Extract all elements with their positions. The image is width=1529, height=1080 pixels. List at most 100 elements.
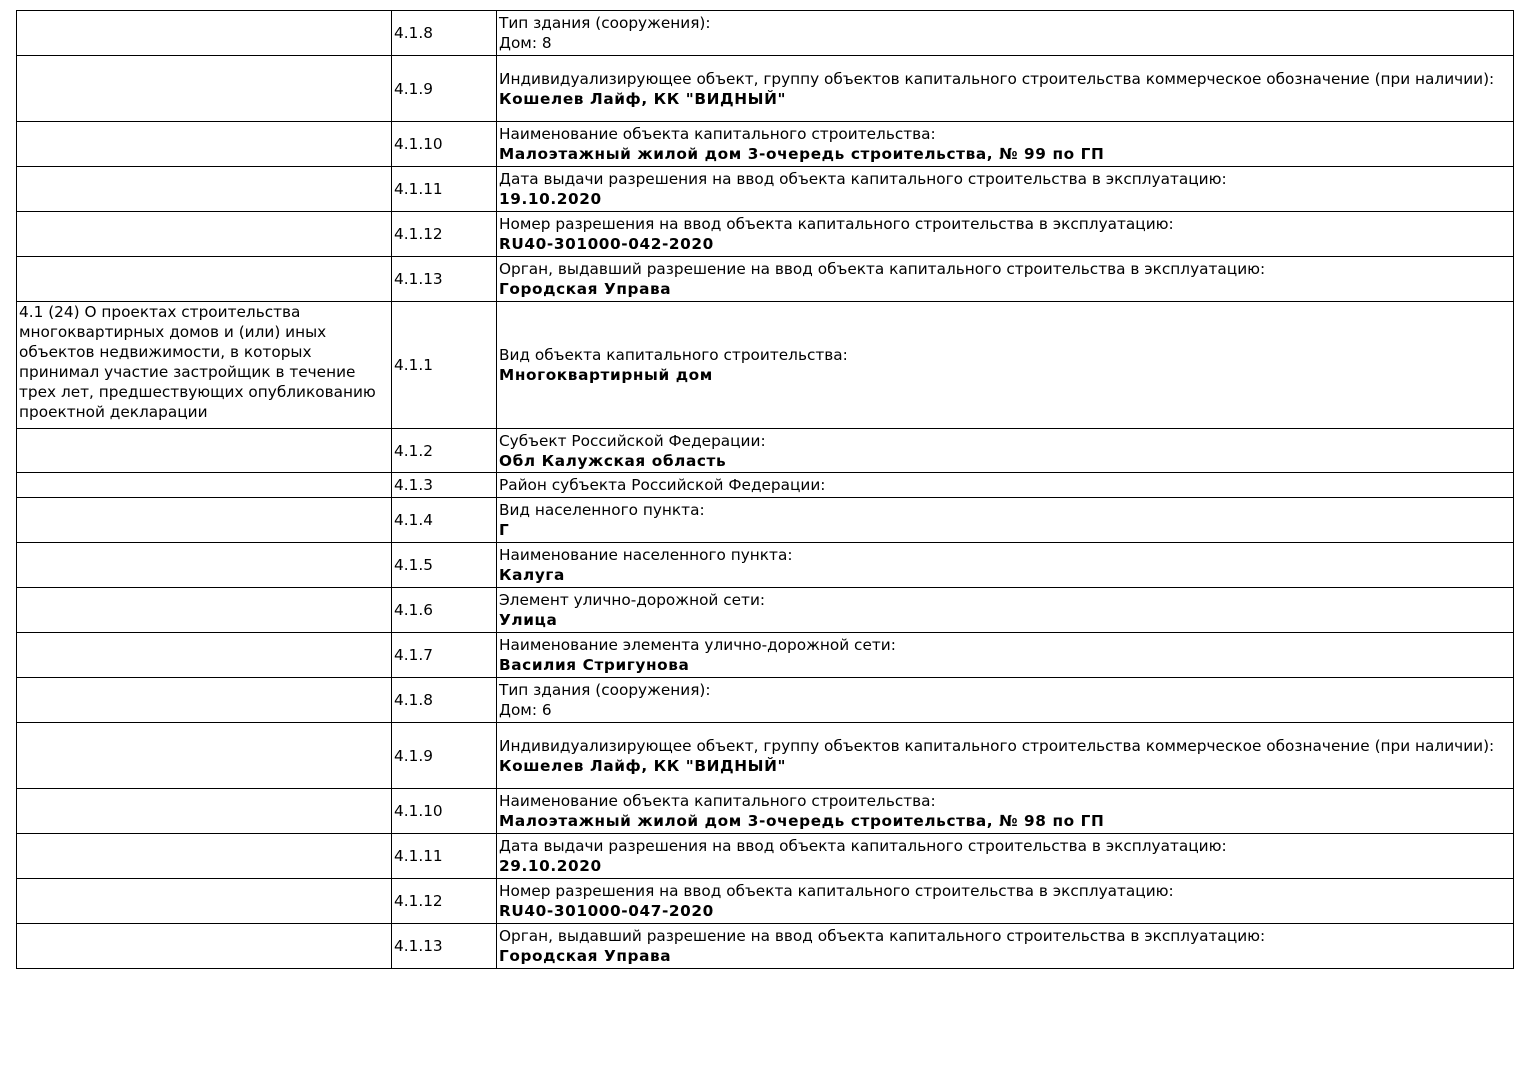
section-cell xyxy=(16,722,392,789)
item-content: Субъект Российской Федерации: Обл Калужск… xyxy=(496,428,1514,473)
section-cell xyxy=(16,923,392,969)
item-code: 4.1.7 xyxy=(391,632,497,678)
section-cell xyxy=(16,833,392,879)
item-value: Калуга xyxy=(499,566,565,584)
section-cell xyxy=(16,632,392,678)
section-cell xyxy=(16,211,392,257)
item-content: Номер разрешения на ввод объекта капитал… xyxy=(496,878,1514,924)
item-content: Индивидуализирующее объект, группу объек… xyxy=(496,722,1514,789)
section-cell xyxy=(16,472,392,498)
item-content: Вид населенного пункта: Г xyxy=(496,497,1514,543)
section-cell xyxy=(16,166,392,212)
item-code: 4.1.12 xyxy=(391,211,497,257)
section-cell xyxy=(16,788,392,834)
table-row: 4.1.10 Наименование объекта капитального … xyxy=(16,788,1514,834)
table-row: 4.1.13 Орган, выдавший разрешение на ввод… xyxy=(16,923,1514,969)
section-cell xyxy=(16,497,392,543)
item-label: Наименование объекта капитального строит… xyxy=(499,792,936,810)
item-label: Тип здания (сооружения): xyxy=(499,681,711,699)
declaration-table: 4.1.8 Тип здания (сооружения): Дом: 8 4.1.9… xyxy=(16,10,1514,969)
section-cell xyxy=(16,428,392,473)
item-content: Тип здания (сооружения): Дом: 6 xyxy=(496,677,1514,723)
item-label: Индивидуализирующее объект, группу объек… xyxy=(499,736,1495,755)
table-row: 4.1.9 Индивидуализирующее объект, группу … xyxy=(16,722,1514,789)
item-label: Орган, выдавший разрешение на ввод объек… xyxy=(499,260,1266,278)
item-value: 19.10.2020 xyxy=(499,190,602,208)
item-code: 4.1.13 xyxy=(391,923,497,969)
item-label: Индивидуализирующее объект, группу объек… xyxy=(499,69,1495,88)
section-cell xyxy=(16,121,392,167)
table-row: 4.1.9 Индивидуализирующее объект, группу … xyxy=(16,55,1514,122)
item-code: 4.1.11 xyxy=(391,166,497,212)
item-value: Многоквартирный дом xyxy=(499,366,713,384)
table-row: 4.1.8 Тип здания (сооружения): Дом: 6 xyxy=(16,677,1514,723)
section-cell xyxy=(16,677,392,723)
section-cell xyxy=(16,542,392,588)
item-value: Кошелев Лайф, КК "ВИДНЫЙ" xyxy=(499,756,787,775)
item-value: Улица xyxy=(499,611,558,629)
item-code: 4.1.3 xyxy=(391,472,497,498)
table-row: 4.1.4 Вид населенного пункта: Г xyxy=(16,497,1514,543)
section-cell xyxy=(16,10,392,56)
item-label: Номер разрешения на ввод объекта капитал… xyxy=(499,215,1174,233)
item-label: Элемент улично-дорожной сети: xyxy=(499,591,766,609)
item-content: Тип здания (сооружения): Дом: 8 xyxy=(496,10,1514,56)
item-content: Элемент улично-дорожной сети: Улица xyxy=(496,587,1514,633)
item-code: 4.1.12 xyxy=(391,878,497,924)
item-label: Номер разрешения на ввод объекта капитал… xyxy=(499,882,1174,900)
item-value: Малоэтажный жилой дом 3-очередь строител… xyxy=(499,145,1105,163)
item-content: Дата выдачи разрешения на ввод объекта к… xyxy=(496,166,1514,212)
item-label: Орган, выдавший разрешение на ввод объек… xyxy=(499,927,1266,945)
item-value: Кошелев Лайф, КК "ВИДНЫЙ" xyxy=(499,89,787,108)
item-value: Малоэтажный жилой дом 3-очередь строител… xyxy=(499,812,1105,830)
table-row: 4.1.11 Дата выдачи разрешения на ввод объ… xyxy=(16,166,1514,212)
item-value: RU40-301000-047-2020 xyxy=(499,902,714,920)
item-label: Наименование объекта капитального строит… xyxy=(499,125,936,143)
item-content: Номер разрешения на ввод объекта капитал… xyxy=(496,211,1514,257)
item-label: Тип здания (сооружения): xyxy=(499,14,711,32)
item-content: Вид объекта капитального строительства: М… xyxy=(496,301,1514,429)
table-row: 4.1 (24) О проектах строительства многок… xyxy=(16,301,1514,429)
item-label: Наименование элемента улично-дорожной се… xyxy=(499,636,896,654)
item-label: Наименование населенного пункта: xyxy=(499,546,793,564)
item-content: Район субъекта Российской Федерации: xyxy=(496,472,1514,498)
item-code: 4.1.8 xyxy=(391,677,497,723)
table-row: 4.1.5 Наименование населенного пункта: Кал… xyxy=(16,542,1514,588)
item-code: 4.1.2 xyxy=(391,428,497,473)
item-value: Г xyxy=(499,521,510,539)
item-content: Индивидуализирующее объект, группу объек… xyxy=(496,55,1514,122)
item-value: Городская Управа xyxy=(499,280,672,298)
item-code: 4.1.8 xyxy=(391,10,497,56)
table-row: 4.1.6 Элемент улично-дорожной сети: Улица xyxy=(16,587,1514,633)
table-row: 4.1.2 Субъект Российской Федерации: Обл Ка… xyxy=(16,428,1514,473)
table-row: 4.1.3 Район субъекта Российской Федерации… xyxy=(16,472,1514,498)
item-code: 4.1.1 xyxy=(391,301,497,429)
item-content: Орган, выдавший разрешение на ввод объек… xyxy=(496,256,1514,302)
section-cell xyxy=(16,55,392,122)
item-label: Вид объекта капитального строительства: xyxy=(499,346,848,364)
table-row: 4.1.12 Номер разрешения на ввод объекта к… xyxy=(16,211,1514,257)
table-row: 4.1.12 Номер разрешения на ввод объекта к… xyxy=(16,878,1514,924)
item-code: 4.1.5 xyxy=(391,542,497,588)
table-row: 4.1.7 Наименование элемента улично-дорожн… xyxy=(16,632,1514,678)
item-code: 4.1.9 xyxy=(391,55,497,122)
item-value: Городская Управа xyxy=(499,947,672,965)
item-code: 4.1.9 xyxy=(391,722,497,789)
item-value: Обл Калужская область xyxy=(499,451,727,470)
item-label: Дата выдачи разрешения на ввод объекта к… xyxy=(499,170,1227,188)
section-cell: 4.1 (24) О проектах строительства многок… xyxy=(16,301,392,429)
item-content: Орган, выдавший разрешение на ввод объек… xyxy=(496,923,1514,969)
item-code: 4.1.13 xyxy=(391,256,497,302)
item-label: Вид населенного пункта: xyxy=(499,501,705,519)
item-code: 4.1.6 xyxy=(391,587,497,633)
item-label: Район субъекта Российской Федерации: xyxy=(499,476,826,494)
item-value: 29.10.2020 xyxy=(499,857,602,875)
table-row: 4.1.10 Наименование объекта капитального … xyxy=(16,121,1514,167)
item-code: 4.1.10 xyxy=(391,788,497,834)
item-value: Дом: 6 xyxy=(499,701,552,719)
item-content: Наименование элемента улично-дорожной се… xyxy=(496,632,1514,678)
item-label: Субъект Российской Федерации: xyxy=(499,431,766,450)
item-code: 4.1.10 xyxy=(391,121,497,167)
section-cell xyxy=(16,256,392,302)
item-content: Наименование объекта капитального строит… xyxy=(496,121,1514,167)
